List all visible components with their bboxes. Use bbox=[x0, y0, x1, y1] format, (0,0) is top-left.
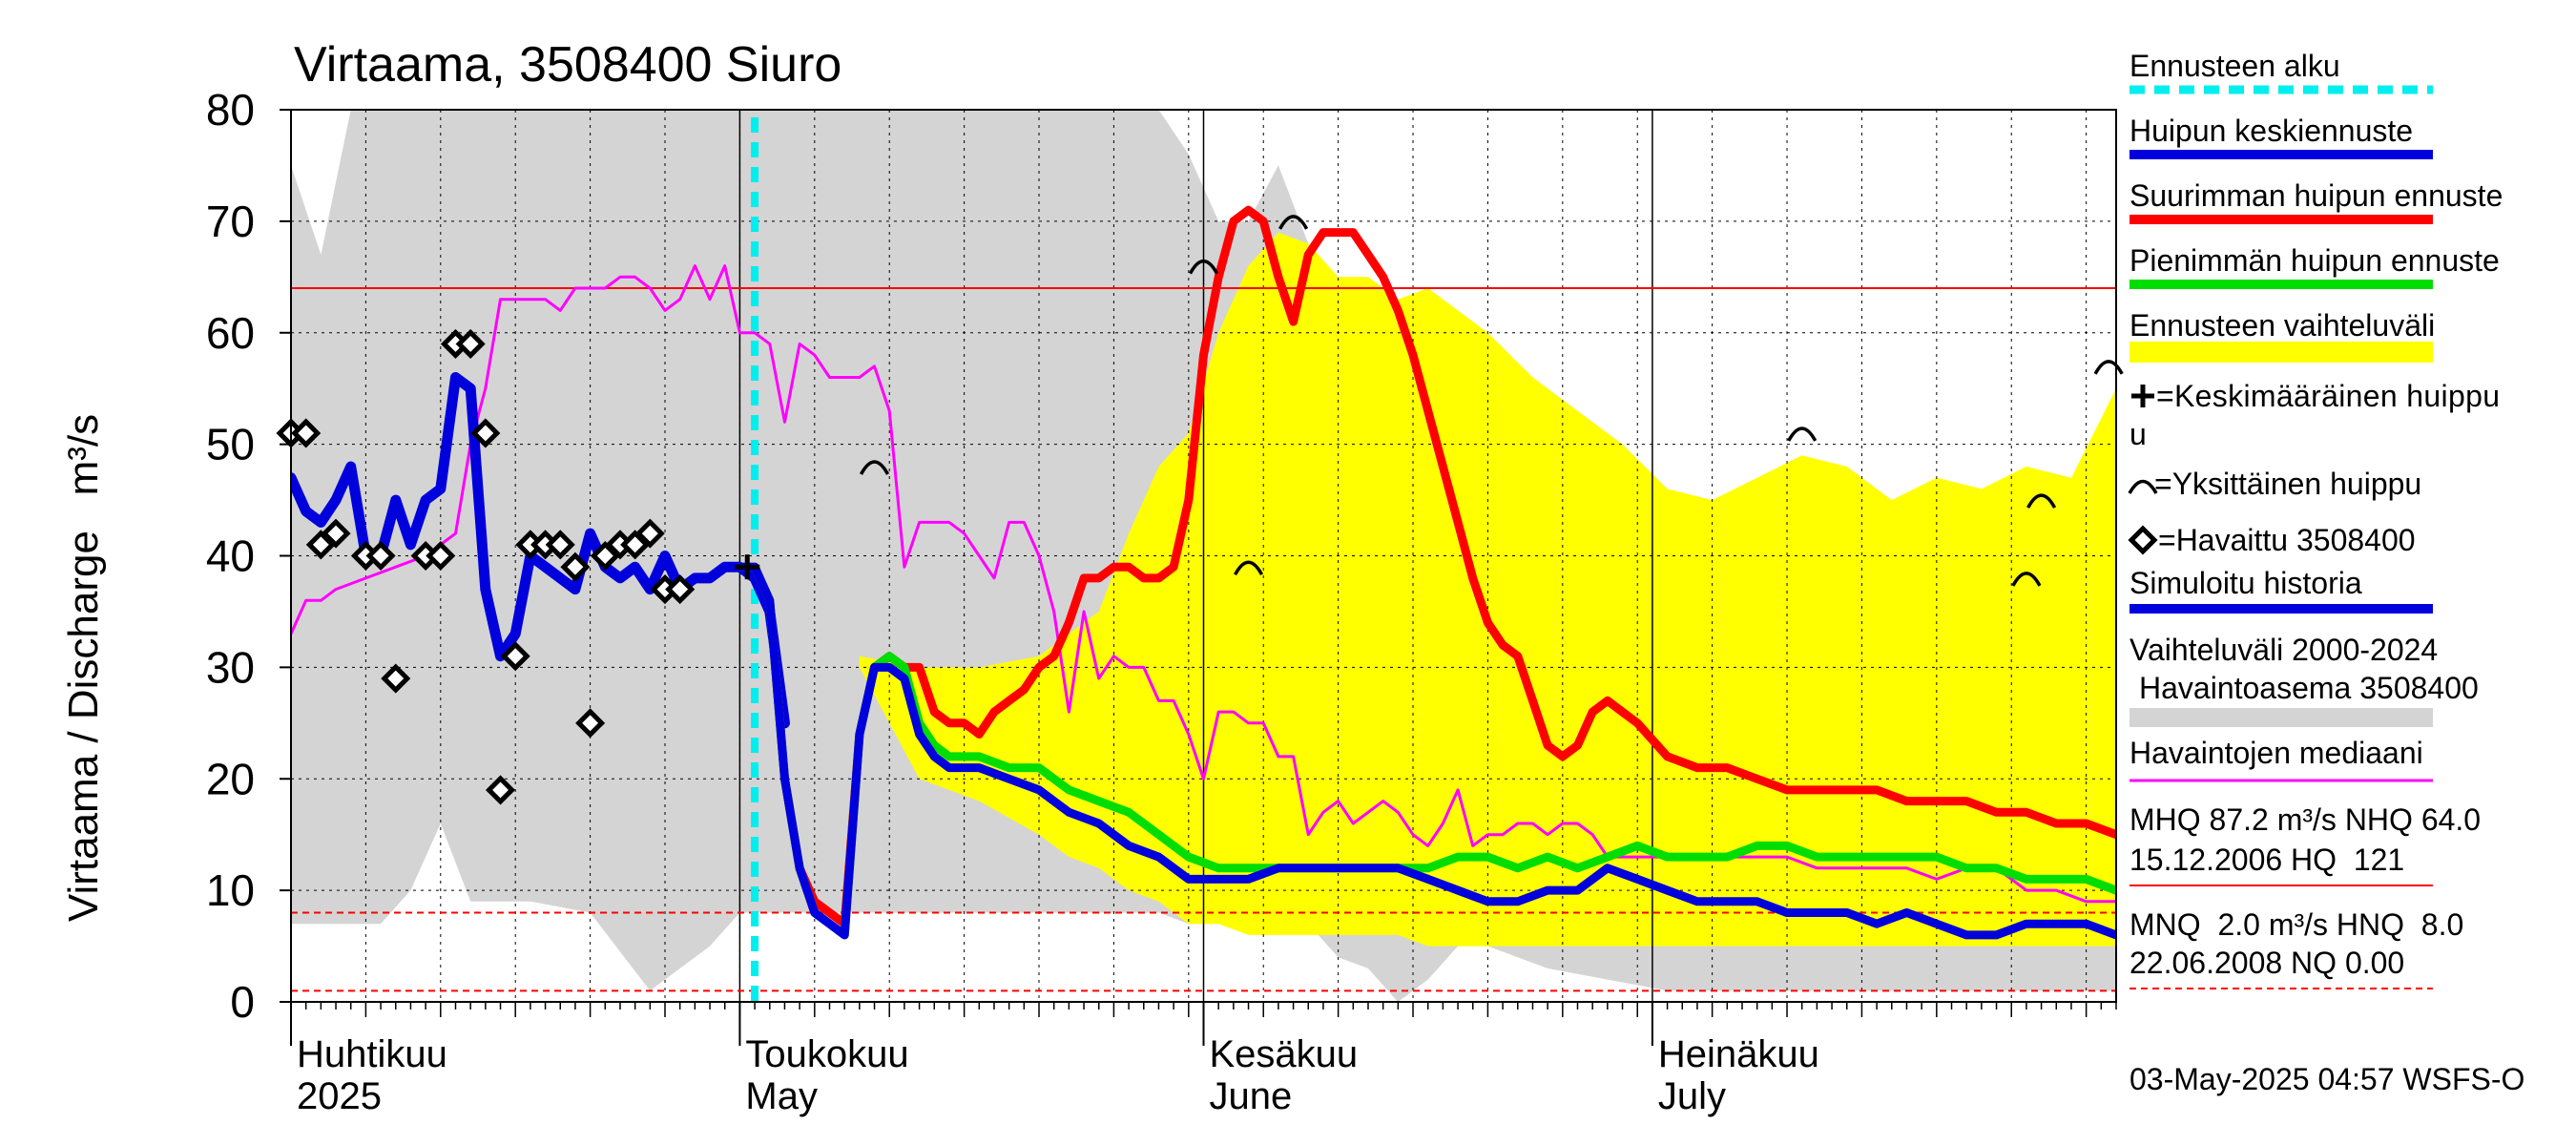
legend-swatch-hist-range bbox=[2129, 708, 2433, 727]
legend-observed-icon bbox=[2128, 525, 2158, 555]
single-peak-marker bbox=[1787, 427, 1818, 442]
observed-point bbox=[665, 574, 696, 605]
single-peak-marker bbox=[1233, 560, 1264, 576]
band-forecast-range bbox=[859, 232, 2116, 947]
observed-point bbox=[381, 663, 411, 694]
single-peak-marker bbox=[2093, 360, 2124, 375]
single-peak-marker bbox=[2011, 572, 2042, 587]
legend-swatch-forecast-range bbox=[2129, 342, 2433, 363]
observed-point bbox=[560, 552, 591, 582]
observed-point bbox=[634, 518, 665, 549]
y-tick-label: 30 bbox=[206, 642, 255, 692]
x-month-label-fi: Huhtikuu bbox=[297, 1033, 447, 1075]
single-peak-marker bbox=[1278, 215, 1309, 230]
y-tick-label: 0 bbox=[230, 977, 255, 1027]
observed-point bbox=[291, 418, 322, 448]
observed-point bbox=[485, 775, 516, 805]
legend-mean-peak-icon bbox=[2131, 385, 2154, 407]
legend-label-range-2: Havaintoasema 3508400 bbox=[2139, 671, 2479, 705]
legend-label-mean-peak-wrap: u bbox=[2129, 417, 2147, 451]
observed-point bbox=[426, 540, 456, 572]
x-month-label-en: July bbox=[1658, 1075, 1726, 1117]
observed-point bbox=[575, 708, 606, 739]
observed-point bbox=[321, 518, 351, 549]
legend-label-min-peak-forecast: Pienimmän huipun ennuste bbox=[2129, 243, 2500, 278]
x-month-label-en: May bbox=[745, 1075, 818, 1117]
chart-title: Virtaama, 3508400 Siuro bbox=[294, 37, 841, 93]
legend-label-median: Havaintojen mediaani bbox=[2129, 736, 2423, 770]
y-tick-label: 60 bbox=[206, 308, 255, 358]
legend-stats-1a: MHQ 87.2 m³/s NHQ 64.0 bbox=[2129, 802, 2481, 837]
legend-stats-2a: MNQ 2.0 m³/s HNQ 8.0 bbox=[2129, 907, 2463, 942]
y-tick-label: 40 bbox=[206, 531, 255, 581]
y-tick-label: 50 bbox=[206, 420, 255, 469]
legend-stats-2b: 22.06.2008 NQ 0.00 bbox=[2129, 946, 2404, 980]
series-huipun-keskiennuste bbox=[735, 562, 2116, 940]
legend-label-mean-peak: =Keskimääräinen huippu bbox=[2156, 379, 2500, 413]
x-month-label-fi: Heinäkuu bbox=[1658, 1033, 1819, 1075]
single-peak-marker bbox=[2026, 493, 2057, 509]
observed-point bbox=[365, 540, 396, 572]
single-peak-marker bbox=[1188, 259, 1219, 275]
legend: Ennusteen alku Huipun keskiennuste Suuri… bbox=[2128, 49, 2503, 989]
series-suurimman-huipun-ennuste bbox=[735, 205, 2116, 928]
x-month-label-en: 2025 bbox=[297, 1075, 382, 1117]
observed-point bbox=[470, 418, 501, 448]
legend-label-forecast-start: Ennusteen alku bbox=[2129, 49, 2340, 83]
legend-label-sim-history: Simuloitu historia bbox=[2129, 566, 2362, 600]
x-month-label-fi: Kesäkuu bbox=[1210, 1033, 1359, 1075]
legend-label-range-1: Vaihteluväli 2000-2024 bbox=[2129, 633, 2438, 667]
legend-label-single-peak: =Yksittäinen huippu bbox=[2154, 467, 2421, 501]
legend-stats-1b: 15.12.2006 HQ 121 bbox=[2129, 843, 2404, 877]
observed-point bbox=[455, 328, 486, 359]
x-month-label-en: June bbox=[1210, 1075, 1293, 1117]
legend-label-observed: =Havaittu 3508400 bbox=[2158, 523, 2416, 557]
grid bbox=[291, 110, 2116, 1002]
single-peak-marker bbox=[859, 460, 890, 475]
legend-label-forecast-range: Ennusteen vaihteluväli bbox=[2129, 308, 2435, 343]
observed-point bbox=[545, 530, 575, 560]
legend-label-mean-peak-forecast: Huipun keskiennuste bbox=[2129, 114, 2413, 148]
observed-point bbox=[500, 641, 530, 672]
y-tick-label: 10 bbox=[206, 865, 255, 915]
y-tick-label: 20 bbox=[206, 754, 255, 803]
legend-label-max-peak-forecast: Suurimman huipun ennuste bbox=[2129, 178, 2503, 213]
series-havaintojen-mediaani bbox=[291, 264, 2116, 904]
y-axis-label: Virtaama / Discharge m³/s bbox=[60, 414, 107, 922]
y-tick-label: 80 bbox=[206, 85, 255, 135]
x-month-label-fi: Toukokuu bbox=[745, 1033, 908, 1075]
legend-single-peak-icon bbox=[2128, 479, 2158, 494]
markers bbox=[276, 215, 2124, 805]
y-tick-label: 70 bbox=[206, 197, 255, 246]
footer-timestamp: 03-May-2025 04:57 WSFS-O bbox=[2129, 1062, 2524, 1096]
